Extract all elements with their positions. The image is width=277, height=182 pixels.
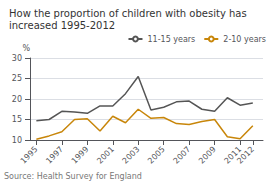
svg-text:1995: 1995	[19, 145, 40, 166]
svg-text:30: 30	[12, 54, 22, 63]
svg-text:increased 1995-2012: increased 1995-2012	[9, 20, 115, 31]
svg-text:2007: 2007	[172, 145, 193, 166]
svg-text:2001: 2001	[95, 145, 116, 166]
svg-text:How the proportion of children: How the proportion of children with obes…	[9, 8, 250, 19]
svg-text:15: 15	[12, 115, 22, 124]
svg-text:2-10 years: 2-10 years	[223, 35, 266, 44]
svg-text:1999: 1999	[70, 145, 91, 166]
svg-text:11-15 years: 11-15 years	[147, 35, 195, 44]
svg-text:2009: 2009	[197, 145, 218, 166]
svg-text:%: %	[22, 44, 30, 53]
svg-text:2011: 2011	[222, 144, 244, 166]
svg-text:2005: 2005	[146, 145, 167, 166]
svg-text:Source: Health Survey for Engl: Source: Health Survey for England	[4, 172, 142, 181]
svg-text:1997: 1997	[44, 145, 65, 166]
svg-text:20: 20	[12, 95, 22, 104]
svg-text:2012: 2012	[235, 145, 256, 166]
svg-text:10: 10	[12, 136, 22, 145]
svg-text:2003: 2003	[121, 145, 142, 166]
svg-text:25: 25	[12, 74, 22, 83]
